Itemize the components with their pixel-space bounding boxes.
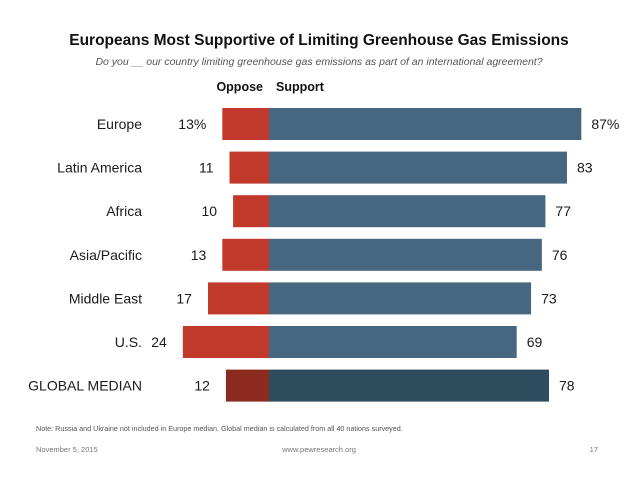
- bar-oppose-europe: [222, 108, 269, 140]
- value-label-support-middle-east: 73: [541, 290, 557, 306]
- bar-oppose-asia-pacific: [222, 238, 269, 271]
- bar-oppose-africa: [233, 195, 269, 228]
- bar-oppose-latin-america: [229, 151, 269, 184]
- footer-url[interactable]: www.pewresearch.org: [282, 445, 356, 454]
- bar-support-asia-pacific: [269, 238, 542, 271]
- category-label-u-s: U.S.: [115, 334, 142, 350]
- category-label-middle-east: Middle East: [69, 290, 142, 306]
- bar-oppose-middle-east: [207, 282, 269, 315]
- value-label-oppose-middle-east: 17: [176, 290, 192, 306]
- legend-oppose: Oppose: [216, 80, 263, 94]
- bar-oppose-global-median: [225, 369, 269, 402]
- chart-note: Note: Russia and Ukraine not included in…: [36, 424, 403, 433]
- bar-support-u-s: [269, 326, 517, 358]
- bar-support-middle-east: [269, 282, 532, 315]
- chart-title: Europeans Most Supportive of Limiting Gr…: [69, 32, 569, 49]
- category-label-latin-america: Latin America: [57, 160, 142, 176]
- category-label-global-median: GLOBAL MEDIAN: [28, 378, 142, 394]
- value-label-oppose-u-s: 24: [151, 334, 167, 350]
- value-label-oppose-asia-pacific: 13: [191, 247, 207, 263]
- bar-oppose-u-s: [182, 326, 269, 358]
- value-label-oppose-africa: 10: [202, 203, 218, 219]
- value-label-oppose-global-median: 12: [194, 378, 210, 394]
- value-label-support-asia-pacific: 76: [552, 247, 568, 263]
- bar-support-global-median: [269, 369, 550, 402]
- value-label-support-latin-america: 83: [577, 160, 593, 176]
- value-label-oppose-latin-america: 11: [199, 160, 214, 176]
- page-number: 17: [589, 445, 598, 454]
- bar-support-latin-america: [269, 151, 567, 184]
- category-label-africa: Africa: [106, 203, 142, 219]
- bar-support-africa: [269, 195, 546, 228]
- value-label-oppose-europe: 13%: [178, 116, 206, 132]
- value-label-support-europe: 87%: [591, 116, 619, 132]
- chart-subtitle: Do you __ our country limiting greenhous…: [95, 56, 543, 68]
- bar-support-europe: [269, 108, 582, 140]
- footer-date: November 5, 2015: [36, 445, 98, 454]
- value-label-support-africa: 77: [555, 203, 571, 219]
- value-label-support-global-median: 78: [559, 378, 575, 394]
- category-label-asia-pacific: Asia/Pacific: [70, 247, 142, 263]
- category-label-europe: Europe: [97, 116, 142, 132]
- value-label-support-u-s: 69: [527, 334, 543, 350]
- legend-support: Support: [276, 80, 324, 94]
